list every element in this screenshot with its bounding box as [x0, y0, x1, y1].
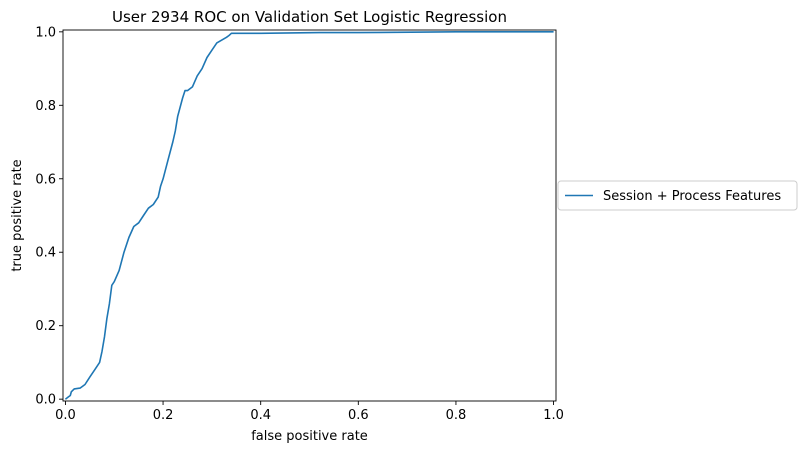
y-tick-label: 0.8 — [35, 99, 56, 114]
x-tick-label: 0.8 — [446, 408, 467, 423]
y-axis: 0.0 0.2 0.4 0.6 0.8 1.0 — [35, 25, 63, 408]
x-tick-label: 0.2 — [153, 408, 174, 423]
legend: Session + Process Features — [557, 180, 798, 211]
x-axis-label: false positive rate — [251, 429, 368, 444]
y-axis-label: true positive rate — [10, 159, 25, 271]
y-tick-label: 1.0 — [35, 25, 56, 40]
plot-frame — [62, 29, 557, 402]
x-tick-label: 0.6 — [348, 408, 369, 423]
y-tick-label: 0.4 — [35, 246, 56, 261]
x-tick-label: 0.0 — [55, 408, 76, 423]
y-tick-label: 0.0 — [35, 393, 56, 408]
chart-title: User 2934 ROC on Validation Set Logistic… — [112, 8, 507, 26]
x-tick-label: 1.0 — [543, 408, 564, 423]
y-tick-label: 0.6 — [35, 172, 56, 187]
legend-label: Session + Process Features — [603, 189, 781, 204]
legend-box — [557, 180, 798, 211]
x-tick-label: 0.4 — [250, 408, 271, 423]
plot-area — [62, 29, 557, 402]
roc-curve-line — [64, 30, 554, 400]
y-tick-label: 0.2 — [35, 319, 56, 334]
x-axis: 0.0 0.2 0.4 0.6 0.8 1.0 — [55, 401, 564, 423]
